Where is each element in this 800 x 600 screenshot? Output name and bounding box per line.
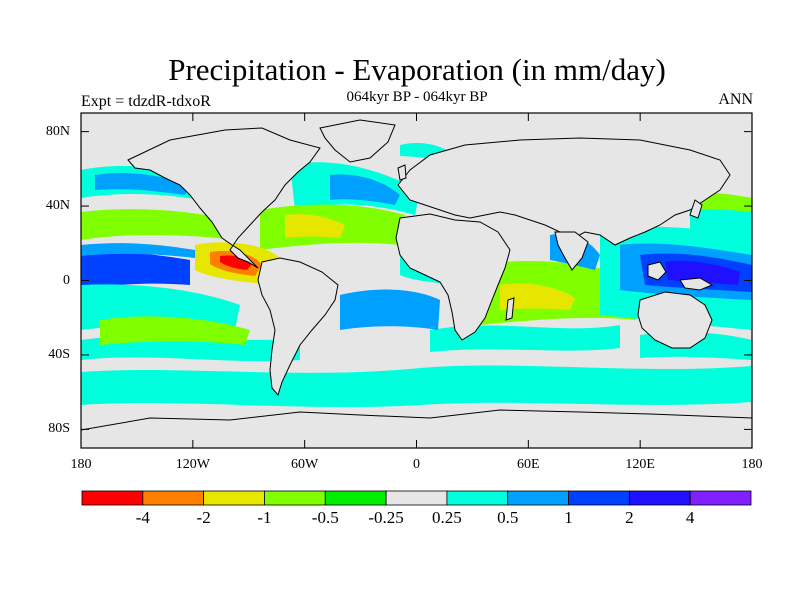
field-band-south-atlantic [340, 289, 440, 330]
land-india [554, 231, 589, 271]
colorbar-label-9: 4 [685, 508, 695, 527]
lat-label-3: 40S [48, 346, 70, 362]
land-borneo [647, 261, 667, 281]
lon-label-4: 60E [517, 457, 540, 472]
lon-label-6: 180 [741, 457, 763, 472]
colorbar-swatch-3 [264, 490, 326, 506]
colorbar-label-8: 2 [625, 508, 634, 527]
colorbar [81, 490, 752, 506]
experiment-label: Expt = tdzdR-tdxoR [81, 93, 211, 110]
colorbar-swatch-7 [507, 490, 569, 506]
colorbar-swatch-1 [142, 490, 205, 506]
lat-label-0: 80N [45, 123, 70, 139]
land-antarctica [81, 409, 752, 448]
field-band-indian-ocean-yellow [500, 283, 575, 310]
field-band-subtropical-npac [81, 209, 240, 240]
land-greenland [319, 119, 396, 163]
lon-label-1: 120W [175, 457, 210, 472]
colorbar-swatch-4 [324, 490, 387, 506]
colorbar-swatch-8 [568, 490, 630, 506]
axis-ticks [80, 113, 753, 448]
map-subtitle: 064kyr BP - 064kyr BP [346, 89, 488, 105]
colorbar-swatch-2 [203, 490, 265, 506]
colorbar-label-4: -0.25 [368, 508, 404, 527]
field-band-north-atlantic-blue [330, 174, 400, 205]
field-band-equatorial-pacific [81, 251, 190, 290]
colorbar-label-3: -0.5 [311, 508, 339, 527]
colorbar-swatch-9 [628, 490, 691, 506]
lon-label-5: 120E [625, 457, 655, 472]
field-band-spcz-green [100, 316, 250, 345]
colorbar-swatch-10 [689, 490, 752, 506]
field-band-nw-pacific [690, 202, 752, 245]
land-japan [689, 199, 703, 219]
lon-label-2: 60W [291, 457, 319, 472]
colorbar-swatch-6 [446, 490, 509, 506]
field-band-southern-ocean [81, 365, 752, 408]
land-australia [637, 291, 713, 349]
lat-label-2: 0 [63, 272, 70, 288]
colorbar-swatch-5 [385, 490, 448, 506]
land-new-guinea [679, 277, 714, 291]
field-band-equatorial-pacific-light [81, 243, 195, 258]
map-plot-area [80, 112, 753, 449]
land-madagascar [505, 297, 515, 321]
colorbar-label-6: 0.5 [497, 508, 519, 527]
lon-label-3: 0 [413, 457, 420, 472]
colorbar-label-7: 1 [564, 508, 573, 527]
lat-label-1: 40N [45, 198, 70, 214]
field-band-warm-pool-deep [665, 260, 740, 285]
land-uk [397, 164, 407, 181]
colorbar-label-1: -2 [196, 508, 211, 527]
season-label: ANN [718, 91, 753, 108]
colorbar-label-0: -4 [135, 508, 150, 527]
lat-label-4: 80S [48, 421, 70, 437]
land-north-america [127, 127, 321, 269]
field-band-south-indian [430, 325, 620, 352]
field-band-atlantic-yellow [285, 214, 345, 238]
land-europe-asia [397, 137, 731, 246]
precip-field [81, 142, 752, 408]
land-south-america [257, 257, 339, 397]
colorbar-swatch-0 [81, 490, 144, 506]
land-africa [395, 213, 511, 341]
colorbar-label-2: -1 [257, 508, 272, 527]
lon-label-0: 180 [70, 457, 92, 472]
map-title: Precipitation - Evaporation (in mm/day) [168, 52, 666, 87]
land-masses [81, 119, 752, 448]
colorbar-label-5: 0.25 [432, 508, 462, 527]
